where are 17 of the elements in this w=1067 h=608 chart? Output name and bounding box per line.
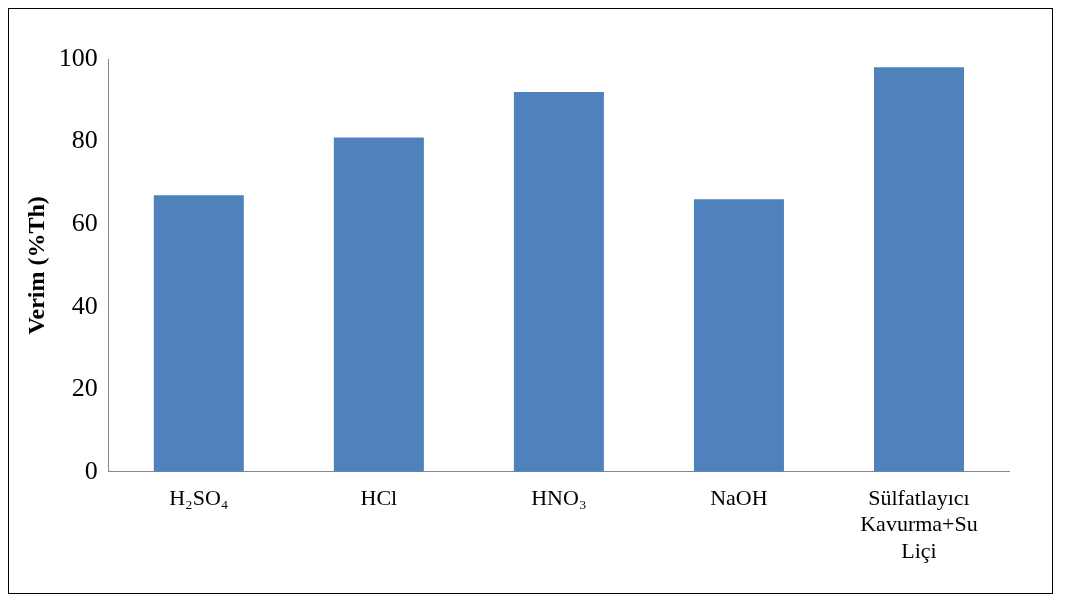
x-tick-label: NaOH <box>710 484 768 510</box>
bar <box>873 67 964 472</box>
y-tick-label: 100 <box>58 42 98 72</box>
y-tick-label: 40 <box>71 290 98 320</box>
x-tick-label: Sülfatlayıcı Kavurma+Su Liçi <box>860 484 978 563</box>
y-tick-label: 20 <box>71 373 98 403</box>
x-tick-label: HCl <box>360 484 398 510</box>
bar <box>333 137 424 472</box>
y-tick-label: 80 <box>71 125 98 155</box>
x-tick-label: H₂SO₄ <box>169 484 229 510</box>
y-axis-title: Verim (%Th) <box>22 196 49 335</box>
bar <box>153 195 244 472</box>
bar <box>513 92 604 472</box>
y-tick-label: 0 <box>84 455 98 485</box>
y-tick-label: 60 <box>71 207 98 237</box>
x-tick-label: HNO₃ <box>531 484 587 510</box>
bar <box>693 199 784 472</box>
